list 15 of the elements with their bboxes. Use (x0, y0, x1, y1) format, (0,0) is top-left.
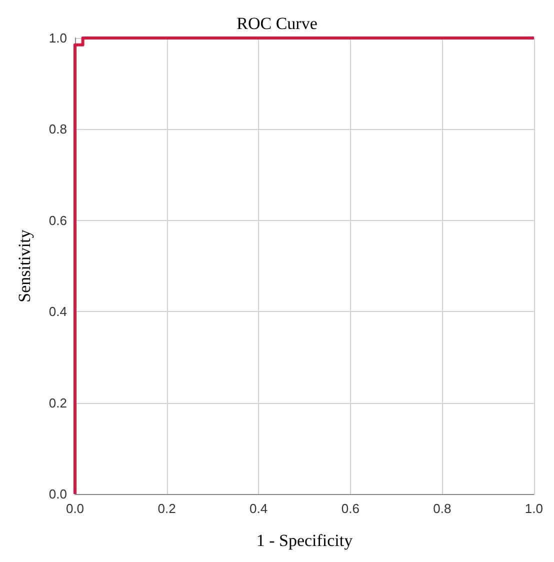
x-tick-label: 0.6 (341, 501, 360, 516)
x-tick-label: 0.0 (66, 501, 84, 516)
x-axis-title: 1 - Specificity (256, 531, 354, 550)
x-tick-label: 0.2 (158, 501, 176, 516)
x-tick-label: 1.0 (524, 501, 544, 516)
y-tick-label: 1.0 (48, 30, 67, 46)
y-tick-label: 0.2 (48, 395, 67, 410)
y-tick-label: 0.6 (48, 212, 67, 228)
x-tick-label: 0.4 (250, 501, 268, 516)
y-tick-label: 0.4 (48, 304, 67, 320)
y-axis-title: Sensitivity (15, 229, 34, 302)
x-tick-label: 0.8 (433, 501, 452, 516)
y-tick-label: 0.8 (48, 122, 67, 137)
chart-title: ROC Curve (236, 14, 318, 33)
y-tick-label: 0.0 (48, 486, 67, 502)
